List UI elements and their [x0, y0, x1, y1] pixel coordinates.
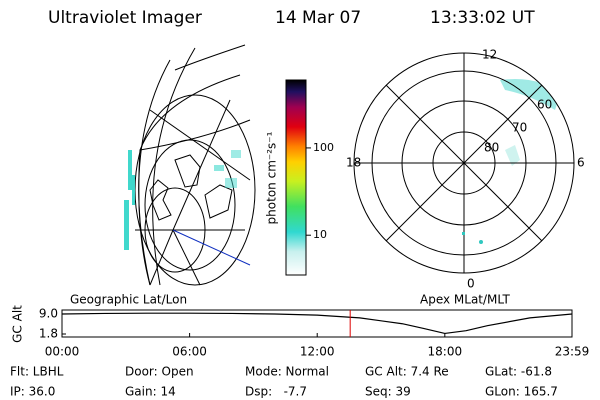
colorbar-tick-label: 100 — [313, 141, 334, 154]
info-field: Door: Open — [125, 365, 194, 379]
plot-frame — [61, 309, 573, 338]
lat-label: 60 — [537, 98, 552, 112]
mlt-label: 0 — [467, 277, 475, 291]
y-tick-label: 1.8 — [39, 327, 58, 341]
lat-label: 80 — [484, 141, 499, 155]
time: 13:33:02 UT — [430, 8, 535, 28]
info-field: GLat: -61.8 — [485, 365, 552, 379]
x-tick-label: 18:00 — [428, 345, 463, 359]
x-tick-label: 12:00 — [300, 345, 335, 359]
info-field: GC Alt: 7.4 Re — [365, 365, 449, 379]
info-field: Dsp: -7.7 — [245, 385, 307, 399]
x-tick-label: 00:00 — [45, 345, 80, 359]
mlt-label: 6 — [577, 156, 585, 170]
info-field: Flt: LBHL — [10, 365, 64, 379]
info-field: Mode: Normal — [245, 365, 329, 379]
info-panel: Flt: LBHL Door: Open Mode: Normal GC Alt: 7… — [10, 365, 558, 399]
altitude-chart: 9.0 1.8 00:00 06:00 12:00 18:00 23:59 — [39, 307, 589, 359]
x-tick-label: 06:00 — [172, 345, 207, 359]
panel-label: Geographic Lat/Lon — [70, 293, 187, 307]
colorbar-label: photon cm⁻²s⁻¹ — [265, 131, 279, 224]
geographic-map — [124, 44, 256, 286]
y-tick-label: 9.0 — [39, 307, 58, 321]
info-field: GLon: 165.7 — [485, 385, 558, 399]
colorbar — [285, 79, 307, 276]
colorbar-ticks: 10 100 — [306, 141, 334, 241]
lat-label: 70 — [512, 121, 527, 135]
altitude-line — [61, 312, 573, 335]
info-field: Seq: 39 — [365, 385, 411, 399]
y-axis-label: GC Alt — [11, 305, 25, 343]
title: Ultraviolet Imager — [48, 8, 202, 28]
colorbar-tick-label: 10 — [313, 228, 327, 241]
panel-label: Apex MLat/MLT — [420, 293, 510, 307]
info-field: Gain: 14 — [125, 385, 176, 399]
x-tick-label: 23:59 — [555, 345, 590, 359]
date: 14 Mar 07 — [275, 8, 361, 28]
mlt-label: 18 — [346, 156, 361, 170]
mlt-label: 12 — [482, 48, 497, 62]
polar-plot — [353, 52, 575, 274]
info-field: IP: 36.0 — [10, 385, 55, 399]
